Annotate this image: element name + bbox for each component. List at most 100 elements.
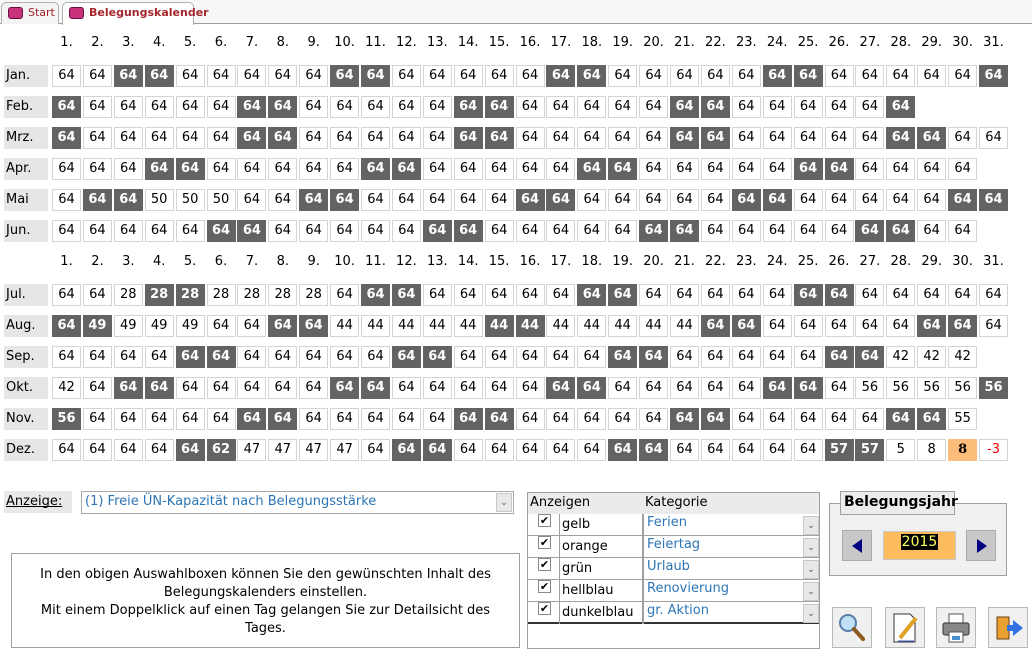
day-cell[interactable]: 64 <box>670 439 699 461</box>
day-cell[interactable]: 64 <box>237 346 267 368</box>
day-cell[interactable]: 44 <box>608 315 638 337</box>
chevron-down-icon[interactable]: ⌄ <box>803 538 819 557</box>
category-select[interactable]: Renovierung ⌄ <box>645 580 820 602</box>
show-checkbox[interactable]: ✔ <box>538 558 551 571</box>
day-cell[interactable]: 64 <box>917 408 947 430</box>
day-cell[interactable]: 64 <box>330 220 360 242</box>
day-cell[interactable]: 64 <box>824 284 854 306</box>
day-cell[interactable]: 64 <box>237 127 267 149</box>
day-cell[interactable]: 64 <box>330 408 360 430</box>
day-cell[interactable]: 64 <box>948 284 978 306</box>
day-cell[interactable]: 64 <box>299 189 329 211</box>
day-cell[interactable]: 64 <box>608 377 638 399</box>
day-cell[interactable]: 64 <box>670 284 699 306</box>
day-cell[interactable]: 64 <box>268 220 298 242</box>
day-cell[interactable]: 64 <box>82 127 112 149</box>
day-cell[interactable]: 64 <box>546 408 576 430</box>
chevron-down-icon[interactable]: ⌄ <box>496 493 512 512</box>
day-cell[interactable]: 64 <box>762 127 792 149</box>
day-cell[interactable]: 64 <box>82 189 112 211</box>
day-cell[interactable]: 64 <box>268 315 298 337</box>
day-cell[interactable]: 64 <box>855 315 885 337</box>
day-cell[interactable]: 44 <box>670 315 699 337</box>
day-cell[interactable]: 64 <box>113 439 143 461</box>
print-button[interactable] <box>936 607 976 648</box>
day-cell[interactable]: 64 <box>577 127 607 149</box>
day-cell[interactable]: 64 <box>731 65 761 87</box>
day-cell[interactable]: 64 <box>391 158 421 180</box>
day-cell[interactable]: 64 <box>855 189 885 211</box>
day-cell[interactable]: 47 <box>237 439 267 461</box>
day-cell[interactable]: 64 <box>206 158 236 180</box>
day-cell[interactable]: 44 <box>361 315 390 337</box>
exit-button[interactable] <box>988 607 1028 648</box>
day-cell[interactable]: 64 <box>206 408 236 430</box>
day-cell[interactable]: 64 <box>82 65 112 87</box>
day-cell[interactable]: 64 <box>762 189 792 211</box>
day-cell[interactable]: 64 <box>453 439 483 461</box>
day-cell[interactable]: 64 <box>422 127 452 149</box>
day-cell[interactable]: 64 <box>175 158 205 180</box>
day-cell[interactable]: 64 <box>793 377 823 399</box>
day-cell[interactable]: 64 <box>391 346 421 368</box>
day-cell[interactable]: 8 <box>917 439 947 461</box>
day-cell[interactable]: 64 <box>484 189 514 211</box>
day-cell[interactable]: 64 <box>144 377 174 399</box>
day-cell[interactable]: 64 <box>82 408 112 430</box>
day-cell[interactable]: 64 <box>546 96 576 118</box>
day-cell[interactable]: 64 <box>793 158 823 180</box>
day-cell[interactable]: 64 <box>391 439 421 461</box>
day-cell[interactable]: 28 <box>113 284 143 306</box>
day-cell[interactable]: 64 <box>824 408 854 430</box>
day-cell[interactable]: 64 <box>762 158 792 180</box>
day-cell[interactable]: 64 <box>670 96 699 118</box>
day-cell[interactable]: 64 <box>886 127 916 149</box>
day-cell[interactable]: 64 <box>361 346 390 368</box>
day-cell[interactable]: 64 <box>361 220 390 242</box>
day-cell[interactable]: 42 <box>886 346 916 368</box>
day-cell[interactable]: 64 <box>917 65 947 87</box>
day-cell[interactable]: 64 <box>793 127 823 149</box>
day-cell[interactable]: 64 <box>175 96 205 118</box>
day-cell[interactable]: 64 <box>824 189 854 211</box>
day-cell[interactable]: 44 <box>453 315 483 337</box>
day-cell[interactable]: 64 <box>731 158 761 180</box>
day-cell[interactable]: 49 <box>175 315 205 337</box>
day-cell[interactable]: 64 <box>700 158 730 180</box>
day-cell[interactable]: 44 <box>577 315 607 337</box>
day-cell[interactable]: 64 <box>237 158 267 180</box>
day-cell[interactable]: 64 <box>546 284 576 306</box>
day-cell[interactable]: 55 <box>948 408 978 430</box>
day-cell[interactable]: 64 <box>82 158 112 180</box>
day-cell[interactable]: 64 <box>979 189 1008 211</box>
day-cell[interactable]: 64 <box>453 284 483 306</box>
day-cell[interactable]: 64 <box>237 408 267 430</box>
day-cell[interactable]: 64 <box>639 346 669 368</box>
day-cell[interactable]: 64 <box>948 220 978 242</box>
day-cell[interactable]: 64 <box>979 315 1008 337</box>
day-cell[interactable]: 64 <box>546 377 576 399</box>
day-cell[interactable]: 64 <box>175 346 205 368</box>
day-cell[interactable]: 64 <box>639 284 669 306</box>
day-cell[interactable]: 64 <box>546 220 576 242</box>
day-cell[interactable]: 64 <box>700 408 730 430</box>
day-cell[interactable]: 64 <box>546 439 576 461</box>
day-cell[interactable]: 56 <box>855 377 885 399</box>
day-cell[interactable]: 64 <box>855 346 885 368</box>
day-cell[interactable]: 64 <box>670 65 699 87</box>
day-cell[interactable]: 64 <box>330 284 360 306</box>
day-cell[interactable]: 64 <box>422 346 452 368</box>
day-cell[interactable]: 47 <box>268 439 298 461</box>
day-cell[interactable]: 64 <box>608 158 638 180</box>
anzeige-select[interactable]: (1) Freie ÜN-Kapazität nach Belegungsstä… <box>81 491 514 514</box>
day-cell[interactable]: 64 <box>206 346 236 368</box>
day-cell[interactable]: 64 <box>793 408 823 430</box>
day-cell[interactable]: 64 <box>52 65 81 87</box>
day-cell[interactable]: 64 <box>700 346 730 368</box>
day-cell[interactable]: 64 <box>979 127 1008 149</box>
day-cell[interactable]: 64 <box>144 220 174 242</box>
day-cell[interactable]: 64 <box>453 408 483 430</box>
day-cell[interactable]: 64 <box>855 408 885 430</box>
day-cell[interactable]: 64 <box>299 220 329 242</box>
day-cell[interactable]: 64 <box>361 158 390 180</box>
